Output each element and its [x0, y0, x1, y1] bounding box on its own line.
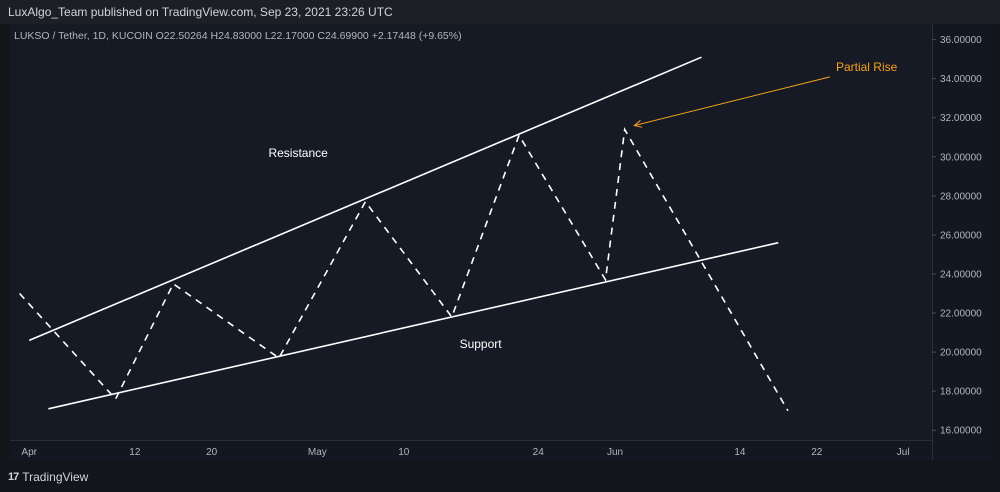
price-tick-label: 28.00000	[940, 191, 982, 202]
tradingview-brand: TradingView	[22, 470, 89, 484]
time-tick-label: Jun	[607, 447, 623, 458]
price-path-line	[19, 127, 789, 412]
price-tick-label: 16.00000	[940, 426, 982, 437]
price-tick-label: 32.00000	[940, 113, 982, 124]
publisher-text: LuxAlgo_Team published on TradingView.co…	[8, 5, 393, 19]
publisher-bar: LuxAlgo_Team published on TradingView.co…	[0, 0, 1000, 24]
symbol-name: LUKSO / Tether, 1D, KUCOIN	[14, 30, 153, 42]
price-tick-label: 30.00000	[940, 152, 982, 163]
time-tick-label: 20	[206, 447, 218, 458]
open-value: O22.50264	[155, 30, 208, 42]
resistance-line	[28, 56, 702, 342]
time-tick-label: Apr	[21, 447, 37, 458]
price-tick-label: 26.00000	[940, 230, 982, 241]
symbol-legend: LUKSO / Tether, 1D, KUCOIN O22.50264 H24…	[14, 30, 462, 42]
time-tick-label: 22	[811, 447, 823, 458]
high-value: H24.83000	[210, 30, 262, 42]
change-value: +2.17448 (+9.65%)	[371, 30, 462, 42]
chart-pane[interactable]	[10, 24, 932, 460]
chart-svg: 36.00000 34.00000 32.00000 30.00000 28.00000…	[19, 35, 982, 458]
time-tick-label: 12	[129, 447, 141, 458]
tradingview-logo[interactable]: 17 TradingView	[8, 470, 88, 484]
price-tick-label: 34.00000	[940, 74, 982, 85]
price-tick-label: 18.00000	[940, 387, 982, 398]
time-tick-label: 24	[533, 447, 545, 458]
tradingview-logo-icon: 17	[8, 471, 19, 483]
time-tick-label: 14	[734, 447, 746, 458]
price-tick-label: 22.00000	[940, 309, 982, 320]
time-tick-label: Jul	[897, 447, 910, 458]
annotation-arrow	[634, 76, 831, 127]
close-value: C24.69900	[317, 30, 369, 42]
support-label: Support	[460, 337, 503, 351]
footer	[0, 460, 1000, 492]
low-value: L22.17000	[264, 30, 315, 42]
partial-rise-label: Partial Rise	[836, 60, 898, 74]
annotation-arrowhead	[633, 120, 643, 128]
time-tick-label: May	[308, 447, 327, 458]
time-axis[interactable]	[10, 440, 932, 460]
price-axis[interactable]	[932, 24, 993, 460]
time-tick-label: 10	[398, 447, 410, 458]
price-tick-label: 36.00000	[940, 35, 982, 46]
resistance-label: Resistance	[268, 146, 328, 160]
support-line	[48, 241, 779, 410]
price-tick-label: 20.00000	[940, 348, 982, 359]
price-tick-label: 24.00000	[940, 269, 982, 280]
